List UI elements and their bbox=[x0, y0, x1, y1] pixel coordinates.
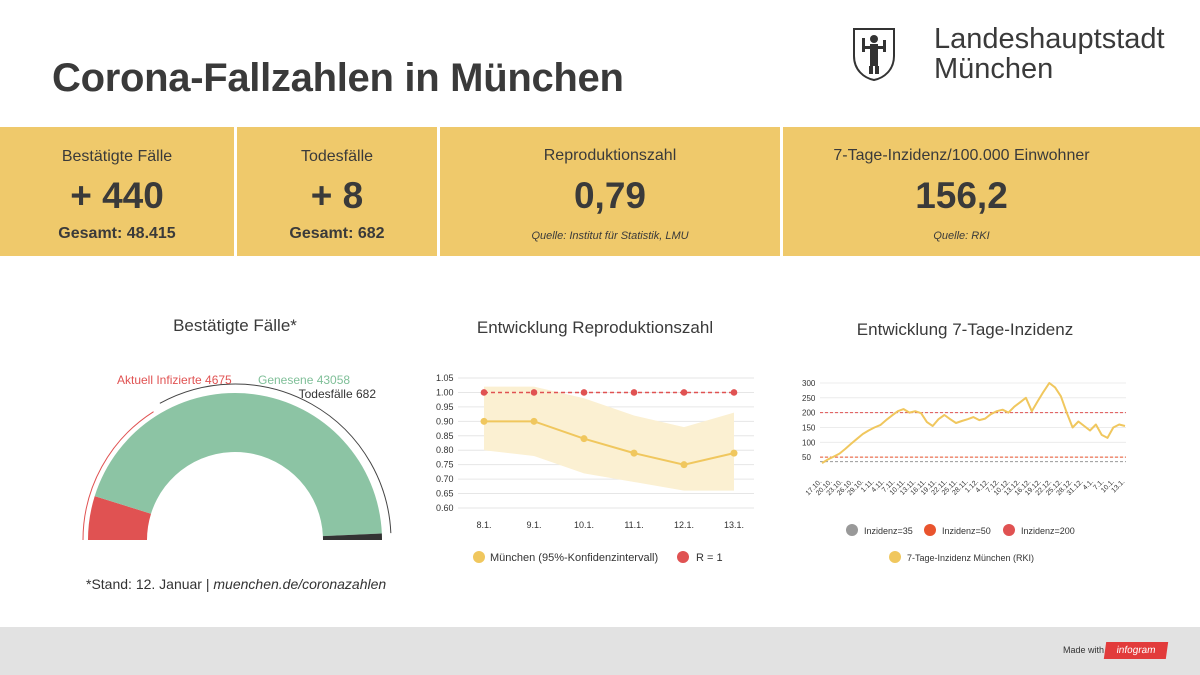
inz-ytick-label: 200 bbox=[802, 409, 816, 418]
r-one-point bbox=[630, 389, 638, 396]
inz-legend-35: Inzidenz=35 bbox=[864, 526, 913, 536]
stat-source: Quelle: Institut für Statistik, LMU bbox=[531, 230, 689, 242]
r-legend-r1: R = 1 bbox=[696, 552, 723, 564]
data-note-stand: *Stand: 12. Januar | bbox=[86, 576, 214, 592]
r-point-munich bbox=[630, 449, 638, 457]
r-legend-swatch-r1 bbox=[677, 551, 689, 563]
stat-total: Gesamt: 682 bbox=[289, 225, 385, 242]
gauge-leader-deaths bbox=[159, 383, 392, 534]
r-confidence-band bbox=[484, 386, 734, 491]
r-chart: 1.05 1.00 0.95 0.90 0.85 0.80 0.75 0.70 0.65 0.60… bbox=[436, 373, 754, 564]
org-name-line1: Landeshauptstadt bbox=[934, 23, 1165, 55]
made-with-label: Made with bbox=[1063, 645, 1105, 655]
r-xtick-label: 11.1. bbox=[624, 520, 643, 530]
stat-confirmed-cases: Bestätigte Fälle + 440 Gesamt: 48.415 bbox=[0, 127, 234, 256]
r-xtick-label: 12.1. bbox=[674, 520, 694, 530]
stat-divider bbox=[234, 127, 237, 256]
r-ytick-label: 0.90 bbox=[436, 416, 454, 426]
r-point-munich bbox=[730, 449, 738, 457]
stat-value: 156,2 bbox=[915, 175, 1008, 216]
r-one-point bbox=[730, 389, 738, 396]
stat-value: 0,79 bbox=[573, 175, 646, 216]
gauge-slice-infected bbox=[88, 496, 152, 540]
gauge-slice-recovered bbox=[94, 392, 382, 537]
r-xtick-label: 8.1. bbox=[476, 520, 491, 530]
page-title: Corona-Fallzahlen in München bbox=[52, 56, 624, 100]
stat-divider bbox=[437, 127, 440, 256]
r-ytick-label: 1.05 bbox=[436, 373, 454, 383]
inzidenz-chart-title: Entwicklung 7-Tage-Inzidenz bbox=[856, 320, 1074, 339]
stat-label: 7-Tage-Inzidenz/100.000 Einwohner bbox=[833, 147, 1090, 164]
r-legend-swatch-munich bbox=[473, 551, 485, 563]
stat-label: Bestätigte Fälle bbox=[61, 148, 173, 165]
stat-value: + 440 bbox=[70, 175, 164, 216]
r-ytick-label: 0.95 bbox=[436, 402, 454, 412]
inz-ytick-label: 300 bbox=[802, 379, 816, 388]
r-one-point bbox=[580, 389, 588, 396]
r-chart-title: Entwicklung Reproduktionszahl bbox=[476, 318, 714, 337]
stat-deaths: Todesfälle + 8 Gesamt: 682 bbox=[237, 127, 437, 256]
stat-incidence: 7-Tage-Inzidenz/100.000 Einwohner 156,2 … bbox=[783, 127, 1140, 256]
stat-source: Quelle: RKI bbox=[933, 230, 990, 242]
inz-ytick-label: 150 bbox=[802, 423, 816, 432]
inz-line-munich bbox=[821, 382, 1126, 464]
data-note: *Stand: 12. Januar | muenchen.de/coronaz… bbox=[86, 576, 386, 592]
org-name-line2: München bbox=[934, 53, 1054, 85]
inz-legend-35-swatch bbox=[846, 524, 858, 536]
stat-total: Gesamt: 48.415 bbox=[58, 225, 176, 242]
gauge-leader-infected bbox=[82, 411, 154, 541]
gauge-label-infected: Aktuell Infizierte 4675 bbox=[117, 373, 232, 387]
stat-value: + 8 bbox=[310, 175, 364, 216]
r-one-point bbox=[480, 389, 488, 396]
inz-ytick-label: 100 bbox=[802, 438, 816, 447]
stat-bar: Bestätigte Fälle + 440 Gesamt: 48.415 To… bbox=[0, 127, 1200, 256]
infogram-badge[interactable]: infogram bbox=[1103, 642, 1169, 659]
inz-legend-50-swatch bbox=[924, 524, 936, 536]
stat-reproduction: Reproduktionszahl 0,79 Quelle: Institut … bbox=[440, 127, 780, 256]
inz-legend-200-swatch bbox=[1003, 524, 1015, 536]
r-xtick-label: 10.1. bbox=[574, 520, 594, 530]
gauge-chart-title: Bestätigte Fälle* bbox=[173, 316, 297, 335]
data-note-link[interactable]: muenchen.de/coronazahlen bbox=[213, 576, 387, 592]
munich-coat-of-arms-logo bbox=[850, 26, 898, 82]
r-point-munich bbox=[530, 417, 538, 425]
gauge-chart: Aktuell Infizierte 4675 Genesene 43058Tod… bbox=[82, 373, 392, 541]
r-one-point bbox=[530, 389, 538, 396]
stat-label: Todesfälle bbox=[300, 148, 374, 165]
r-xtick-label: 13.1. bbox=[724, 520, 744, 530]
r-ytick-label: 0.65 bbox=[436, 489, 454, 499]
stat-divider bbox=[780, 127, 783, 256]
inz-legend-200: Inzidenz=200 bbox=[1021, 526, 1075, 536]
inz-ytick-label: 250 bbox=[802, 394, 816, 403]
r-line-munich bbox=[484, 420, 735, 466]
r-ytick-label: 0.60 bbox=[436, 503, 454, 513]
r-xtick-label: 9.1. bbox=[526, 520, 541, 530]
r-point-munich bbox=[580, 435, 588, 443]
r-point-munich bbox=[480, 417, 488, 425]
inz-legend-munich: 7-Tage-Inzidenz München (RKI) bbox=[907, 553, 1034, 563]
gauge-label-recovered: Genesene 43058 bbox=[258, 373, 350, 387]
inz-legend-munich-swatch bbox=[889, 551, 901, 563]
inzidenz-chart: 3002502001501005017.10.20.10.23.10.26.10… bbox=[802, 379, 1126, 563]
stat-label: Reproduktionszahl bbox=[543, 147, 677, 164]
r-ytick-label: 1.00 bbox=[436, 387, 454, 397]
r-ytick-label: 0.75 bbox=[436, 460, 454, 470]
r-one-point bbox=[680, 389, 688, 396]
r-ytick-label: 0.70 bbox=[436, 474, 454, 484]
org-name: Landeshauptstadt München bbox=[934, 24, 1165, 84]
footer-bar bbox=[0, 627, 1200, 675]
inz-legend-50: Inzidenz=50 bbox=[942, 526, 991, 536]
r-point-munich bbox=[680, 461, 688, 469]
r-ytick-label: 0.85 bbox=[436, 431, 454, 441]
r-ytick-label: 0.80 bbox=[436, 445, 454, 455]
gauge-label-deaths: Todesfälle 682 bbox=[299, 387, 377, 401]
inz-ytick-label: 50 bbox=[802, 453, 811, 462]
gauge-slice-deaths bbox=[322, 533, 382, 540]
r-legend-munich: München (95%-Konfidenzintervall) bbox=[490, 552, 658, 564]
